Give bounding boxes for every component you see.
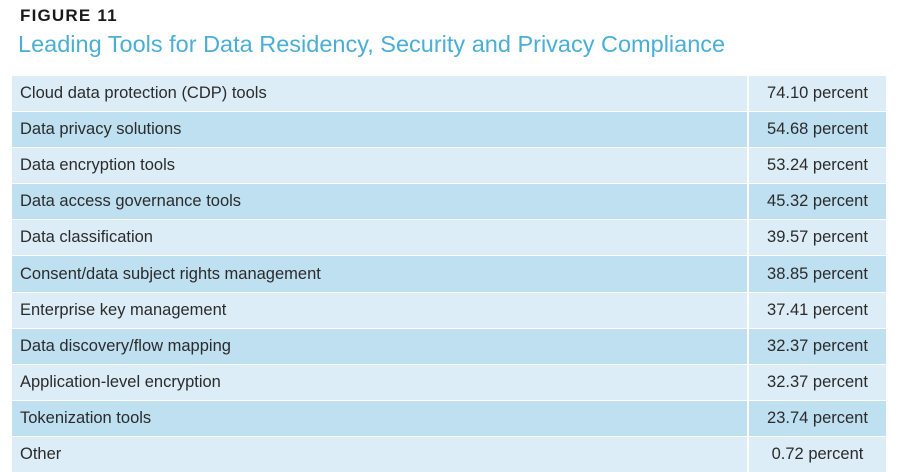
- row-label: Enterprise key management: [12, 292, 747, 328]
- data-table: Cloud data protection (CDP) tools 74.10 p…: [12, 76, 886, 472]
- row-value: 53.24 percent: [749, 148, 886, 184]
- row-label: Other: [12, 436, 747, 472]
- row-label: Data encryption tools: [12, 148, 747, 184]
- table-row: Data encryption tools 53.24 percent: [12, 147, 886, 184]
- row-value: 23.74 percent: [749, 400, 886, 436]
- row-label: Cloud data protection (CDP) tools: [12, 76, 747, 112]
- row-value: 74.10 percent: [749, 76, 886, 112]
- table-row: Data discovery/flow mapping 32.37 percent: [12, 327, 886, 364]
- table-row: Consent/data subject rights management 38…: [12, 255, 886, 292]
- row-value: 45.32 percent: [749, 184, 886, 220]
- row-value: 37.41 percent: [749, 292, 886, 328]
- table-row: Cloud data protection (CDP) tools 74.10 p…: [12, 76, 886, 112]
- table-row: Tokenization tools 23.74 percent: [12, 399, 886, 436]
- row-label: Tokenization tools: [12, 400, 747, 436]
- row-value: 39.57 percent: [749, 220, 886, 256]
- table-row: Data access governance tools 45.32 percen…: [12, 183, 886, 220]
- row-value: 32.37 percent: [749, 328, 886, 364]
- row-label: Data access governance tools: [12, 184, 747, 220]
- row-label: Consent/data subject rights management: [12, 256, 747, 292]
- table-row: Data privacy solutions 54.68 percent: [12, 111, 886, 148]
- row-value: 32.37 percent: [749, 364, 886, 400]
- chart-title: Leading Tools for Data Residency, Securi…: [18, 31, 726, 57]
- row-value: 38.85 percent: [749, 256, 886, 292]
- row-value: 54.68 percent: [749, 112, 886, 148]
- row-label: Data discovery/flow mapping: [12, 328, 747, 364]
- row-value: 0.72 percent: [749, 436, 886, 472]
- row-label: Application-level encryption: [12, 364, 747, 400]
- row-label: Data classification: [12, 220, 747, 256]
- table-row: Other 0.72 percent: [12, 435, 886, 472]
- row-label: Data privacy solutions: [12, 112, 747, 148]
- table-row: Application-level encryption 32.37 percen…: [12, 363, 886, 400]
- table-row: Enterprise key management 37.41 percent: [12, 291, 886, 328]
- table-row: Data classification 39.57 percent: [12, 219, 886, 256]
- figure-label: FIGURE 11: [20, 6, 118, 25]
